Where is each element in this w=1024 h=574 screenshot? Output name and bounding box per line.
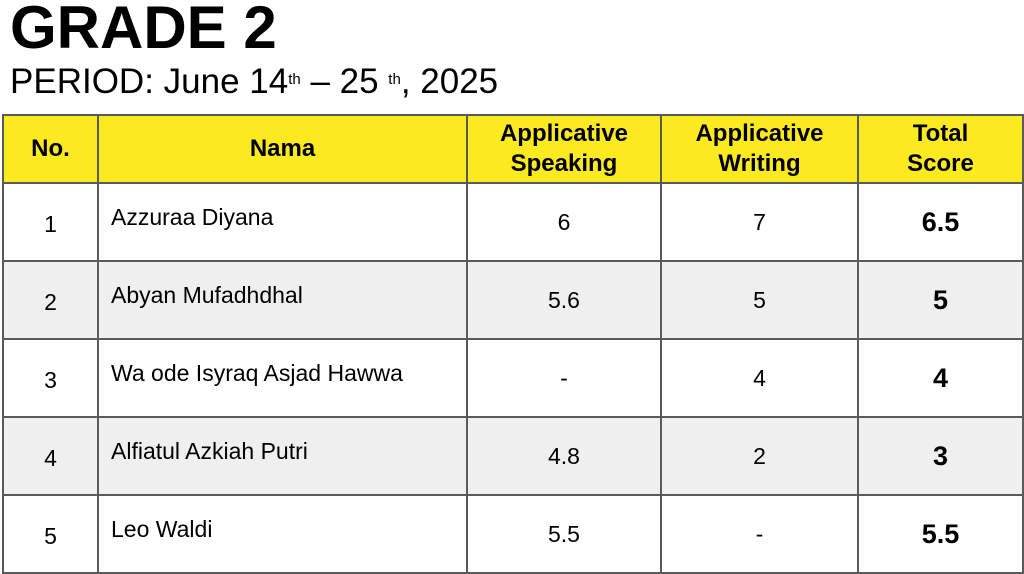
cell-speaking: 5.5 — [466, 494, 662, 574]
cell-total: 6.5 — [857, 182, 1024, 262]
cell-no: 4 — [2, 416, 99, 496]
cell-name: Abyan Mufadhdhal — [97, 260, 468, 340]
cell-writing: 7 — [660, 182, 859, 262]
cell-name: Wa ode Isyraq Asjad Hawwa — [97, 338, 468, 418]
cell-speaking: 4.8 — [466, 416, 662, 496]
ordinal-suffix: th — [388, 71, 401, 88]
cell-total: 3 — [857, 416, 1024, 496]
page-title: GRADE 2 — [10, 0, 277, 61]
table-row: 1 Azzuraa Diyana 6 7 6.5 — [2, 182, 1024, 262]
table-row: 2 Abyan Mufadhdhal 5.6 5 5 — [2, 260, 1024, 340]
cell-writing: - — [660, 494, 859, 574]
header-total: Total Score — [857, 114, 1024, 184]
ordinal-suffix: th — [288, 71, 301, 88]
header-speaking: Applicative Speaking — [466, 114, 662, 184]
cell-name: Leo Waldi — [97, 494, 468, 574]
table-header-row: No. Nama Applicative Speaking Applicativ… — [2, 114, 1024, 184]
cell-writing: 4 — [660, 338, 859, 418]
cell-speaking: 5.6 — [466, 260, 662, 340]
cell-writing: 5 — [660, 260, 859, 340]
cell-writing: 2 — [660, 416, 859, 496]
period-start: PERIOD: June 14 — [10, 62, 289, 101]
cell-no: 3 — [2, 338, 99, 418]
table-row: 4 Alfiatul Azkiah Putri 4.8 2 3 — [2, 416, 1024, 496]
cell-name: Azzuraa Diyana — [97, 182, 468, 262]
cell-total: 5 — [857, 260, 1024, 340]
header-no: No. — [2, 114, 99, 184]
score-table: No. Nama Applicative Speaking Applicativ… — [2, 114, 1024, 574]
cell-total: 4 — [857, 338, 1024, 418]
cell-no: 1 — [2, 182, 99, 262]
period-end: – 25 — [300, 62, 389, 101]
period-text: PERIOD: June 14th – 25 th, 2025 — [10, 62, 498, 102]
cell-speaking: - — [466, 338, 662, 418]
period-year: , 2025 — [400, 62, 499, 101]
header-name: Nama — [97, 114, 468, 184]
cell-total: 5.5 — [857, 494, 1024, 574]
cell-name: Alfiatul Azkiah Putri — [97, 416, 468, 496]
cell-speaking: 6 — [466, 182, 662, 262]
header-writing: Applicative Writing — [660, 114, 859, 184]
table-row: 3 Wa ode Isyraq Asjad Hawwa -4 4 — [2, 338, 1024, 418]
cell-no: 2 — [2, 260, 99, 340]
table-row: 5 Leo Waldi 5.5-5.5 — [2, 494, 1024, 574]
cell-no: 5 — [2, 494, 99, 574]
